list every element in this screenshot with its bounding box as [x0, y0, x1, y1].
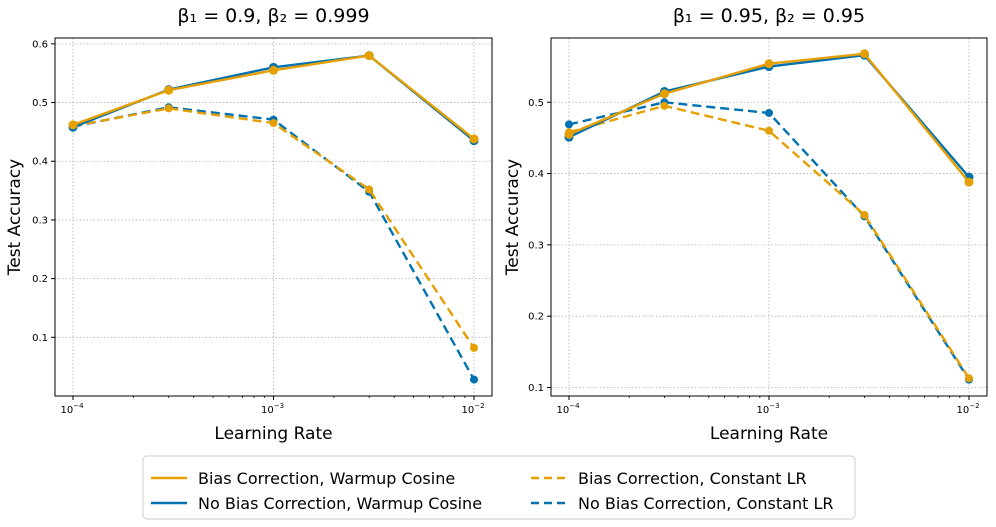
- y-tick-label: 0.5: [528, 98, 544, 109]
- y-tick-label: 0.4: [528, 169, 544, 180]
- data-point: [164, 85, 174, 95]
- data-point: [68, 120, 78, 130]
- y-tick-label: 0.2: [32, 274, 48, 285]
- x-tick-label: 10−4: [60, 402, 84, 416]
- data-point: [965, 374, 973, 383]
- data-point: [364, 51, 374, 61]
- y-tick-label: 0.2: [528, 312, 544, 323]
- series-line: [568, 104, 971, 379]
- data-point: [659, 89, 669, 99]
- x-axis-label: Learning Rate: [710, 424, 828, 444]
- chart-title: β₁ = 0.95, β₂ = 0.95: [673, 5, 865, 27]
- legend-label: Bias Correction, Constant LR: [578, 469, 807, 488]
- data-point: [564, 129, 574, 139]
- data-point: [765, 108, 773, 117]
- data-point: [565, 120, 573, 129]
- x-tick-label: 10−3: [756, 402, 779, 416]
- x-tick-label: 10−4: [556, 402, 580, 416]
- subplot-right: 0.1 0.2 0.3 0.4 0.5 10−4 10−3 10−2 β₁ = 0.95, β₂…: [503, 5, 988, 444]
- data-point: [859, 49, 869, 59]
- y-axis-label: Test Accuracy: [5, 159, 25, 277]
- data-point: [470, 375, 478, 384]
- x-axis-label: Learning Rate: [214, 424, 332, 444]
- data-point: [860, 210, 869, 219]
- legend: Bias Correction, Warmup Cosine No Bias Co…: [142, 455, 856, 520]
- data-point: [164, 104, 173, 113]
- x-tick-label: 10−2: [461, 402, 484, 416]
- x-tick-label: 10−2: [956, 402, 979, 416]
- legend-frame: [142, 455, 856, 520]
- y-tick-label: 0.1: [32, 333, 48, 344]
- x-tick-label: 10−3: [261, 402, 284, 416]
- subplot-left: 0.1 0.2 0.3 0.4 0.5 0.6 10−4 10−3 10−2 β₁ = 0.9, …: [5, 5, 493, 444]
- data-point: [764, 59, 774, 69]
- data-point: [269, 65, 278, 75]
- y-axis-label: Test Accuracy: [503, 159, 523, 277]
- data-point: [269, 119, 278, 128]
- y-tick-label: 0.3: [528, 240, 544, 251]
- data-point: [365, 185, 374, 194]
- series-line: [72, 106, 476, 381]
- y-tick-label: 0.3: [32, 215, 48, 226]
- y-tick-label: 0.4: [32, 157, 48, 168]
- legend-label: No Bias Correction, Warmup Cosine: [198, 494, 482, 513]
- y-tick-label: 0.5: [32, 98, 48, 109]
- legend-label: No Bias Correction, Constant LR: [578, 494, 833, 513]
- legend-label: Bias Correction, Warmup Cosine: [198, 469, 455, 488]
- data-point: [660, 101, 669, 110]
- data-point: [470, 343, 478, 352]
- data-point: [469, 134, 479, 144]
- y-tick-label: 0.1: [528, 383, 544, 394]
- y-tick-label: 0.6: [32, 39, 48, 50]
- chart-title: β₁ = 0.9, β₂ = 0.999: [177, 5, 369, 27]
- data-point: [964, 177, 974, 187]
- data-point: [765, 126, 773, 135]
